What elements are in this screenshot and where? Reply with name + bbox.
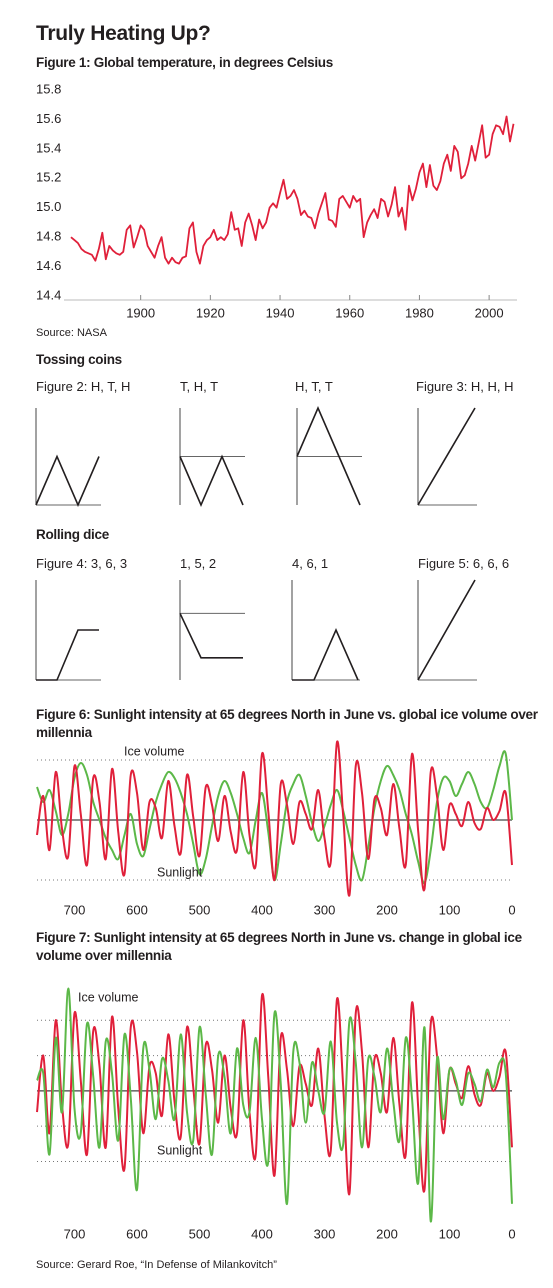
source-note: Source: NASA [36, 327, 107, 339]
series-label: Ice volume [124, 744, 184, 758]
data-line [179, 454, 244, 508]
series-label: Sunlight [157, 865, 203, 879]
x-tick-label: 0 [508, 1226, 515, 1241]
x-tick-label: 300 [314, 902, 336, 917]
x-tick-label: 100 [439, 902, 461, 917]
x-tick-label: 1980 [405, 305, 434, 320]
x-tick-label: 1960 [335, 305, 364, 320]
y-tick-label: 15.0 [36, 199, 61, 214]
chart-title: Figure 5: 6, 6, 6 [418, 556, 510, 571]
x-tick-label: 400 [251, 902, 273, 917]
x-tick-label: 600 [126, 902, 148, 917]
x-tick-label: 500 [189, 902, 211, 917]
chart-title: Figure 7: Sunlight intensity at 65 degre… [36, 930, 522, 963]
y-tick-label: 15.4 [36, 140, 61, 155]
data-line [70, 115, 515, 265]
chart-title: Figure 1: Global temperature, in degrees… [36, 55, 333, 70]
data-line [36, 992, 513, 1196]
chart-title: Figure 2: H, T, H [36, 379, 131, 394]
section-heading: Tossing coins [36, 352, 122, 367]
x-tick-label: 600 [126, 1226, 148, 1241]
chart-title: T, H, T [180, 379, 219, 394]
x-tick-label: 700 [64, 1226, 86, 1241]
data-line [292, 628, 359, 681]
data-line [36, 740, 513, 897]
data-line [417, 579, 476, 681]
x-tick-label: 100 [439, 1226, 461, 1241]
chart-title: 4, 6, 1 [292, 556, 329, 571]
y-tick-label: 15.8 [36, 81, 61, 96]
y-tick-label: 14.4 [36, 287, 61, 302]
y-tick-label: 15.2 [36, 170, 61, 185]
main-title: Truly Heating Up? [36, 22, 211, 45]
x-tick-label: 1900 [126, 305, 155, 320]
x-tick-label: 300 [314, 1226, 336, 1241]
chart-title: Figure 3: H, H, H [416, 379, 514, 394]
x-tick-label: 2000 [475, 305, 504, 320]
x-tick-label: 700 [64, 902, 86, 917]
x-tick-label: 1940 [266, 305, 295, 320]
data-line [36, 987, 513, 1223]
x-tick-label: 500 [189, 1226, 211, 1241]
source-note: Source: Gerard Roe, “In Defense of Milan… [36, 1259, 277, 1271]
data-line [36, 629, 99, 681]
data-line [179, 612, 243, 659]
x-tick-label: 200 [376, 902, 398, 917]
y-tick-label: 14.8 [36, 229, 61, 244]
chart-title: 1, 5, 2 [180, 556, 217, 571]
chart-title: Figure 6: Sunlight intensity at 65 degre… [36, 707, 538, 740]
series-label: Sunlight [157, 1143, 203, 1157]
data-line [417, 407, 476, 506]
y-tick-label: 14.6 [36, 258, 61, 273]
x-tick-label: 1920 [196, 305, 225, 320]
section-heading: Rolling dice [36, 527, 109, 542]
x-tick-label: 0 [508, 902, 515, 917]
x-tick-label: 200 [376, 1226, 398, 1241]
x-tick-label: 400 [251, 1226, 273, 1241]
data-line [296, 405, 361, 506]
chart-title: Figure 4: 3, 6, 3 [36, 556, 128, 571]
chart-title: H, T, T [295, 379, 333, 394]
data-line [35, 454, 100, 508]
y-tick-label: 15.6 [36, 111, 61, 126]
series-label: Ice volume [78, 990, 138, 1004]
